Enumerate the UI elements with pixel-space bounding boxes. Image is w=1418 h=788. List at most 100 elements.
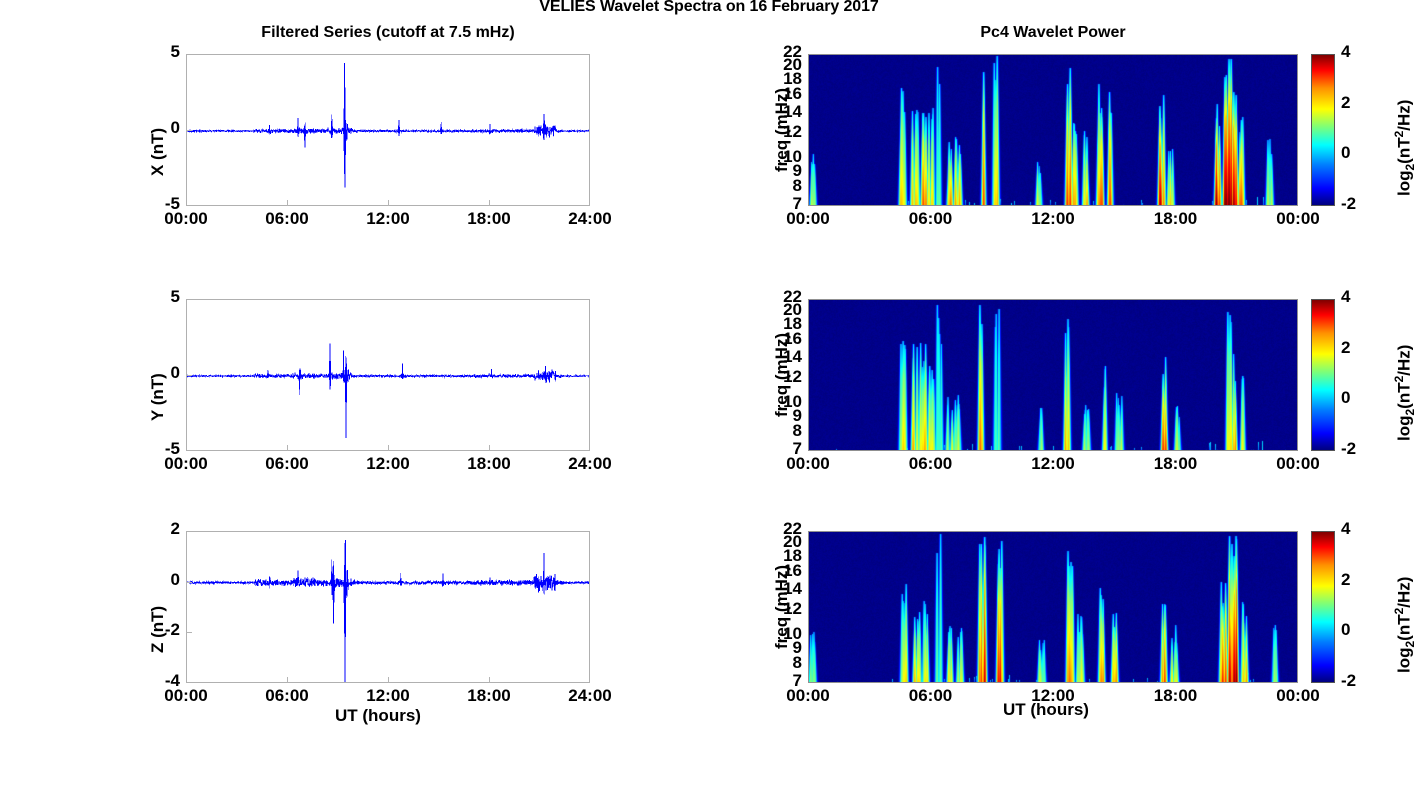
x-ticklabel: 18:00 [467, 454, 511, 473]
x-ticklabel: 12:00 [1031, 209, 1075, 228]
x-ticklabel: 00:00 [164, 209, 208, 228]
x-ticklabel: 00:00 [786, 454, 830, 473]
freq-ticklabel: 10 [783, 391, 802, 411]
x-ticklabel: 00:00 [1276, 209, 1320, 228]
freq-ticklabel: 18 [783, 545, 802, 565]
x-ticklabel: 06:00 [908, 209, 953, 228]
colorbar-z[interactable] [1311, 531, 1335, 683]
x-ticklabel: 00:00 [164, 686, 208, 705]
spectrogram-image-z [809, 532, 1297, 682]
x-ticklabel: 18:00 [1153, 209, 1198, 228]
x-ticklabel: 06:00 [908, 686, 953, 705]
timeseries-line-y [187, 343, 589, 438]
x-ticklabel: 24:00 [568, 686, 612, 705]
colorbar-ticklabel: -2 [1341, 439, 1357, 458]
y-ticklabel: -5 [164, 194, 180, 213]
figure-title: VELIES Wavelet Spectra on 16 February 20… [539, 0, 879, 15]
x-tickmark [287, 445, 288, 451]
colorbar-ticklabel: 2 [1341, 569, 1351, 589]
colorbar-ticklabel: 4 [1341, 519, 1351, 538]
spectrogram-image-x [809, 55, 1297, 205]
y-ticklabel: 5 [170, 42, 180, 61]
colorbar-y[interactable] [1311, 299, 1335, 451]
y-tickmark [186, 375, 192, 376]
y-ticklabel: 5 [170, 287, 180, 306]
colorbar-ticklabel: 0 [1341, 388, 1351, 408]
left-column-title: Filtered Series (cutoff at 7.5 mHz) [261, 24, 515, 41]
colorbar-x[interactable] [1311, 54, 1335, 206]
right-column-title: Pc4 Wavelet Power [980, 24, 1126, 41]
spectrogram-axes-x[interactable] [808, 54, 1298, 206]
y-ticklabel: -5 [164, 439, 180, 458]
freq-ticklabel: 22 [783, 519, 802, 538]
freq-ticklabel: 9 [792, 405, 802, 425]
y-ticklabel: 0 [170, 363, 180, 382]
x-tickmark [388, 677, 389, 683]
timeseries-line-z [187, 540, 589, 682]
freq-ticklabel: 14 [783, 346, 802, 366]
x-ticklabel: 12:00 [366, 454, 410, 473]
freq-ticklabel: 16 [783, 329, 802, 349]
freq-ticklabel: 22 [783, 287, 802, 306]
y-tickmark [186, 582, 192, 583]
spectrogram-axes-z[interactable] [808, 531, 1298, 683]
y-ticklabel: 2 [170, 519, 180, 538]
y-ticklabel: -2 [164, 620, 180, 640]
colorbar-ticklabel: 4 [1341, 42, 1351, 61]
x-tickmark [489, 200, 490, 206]
freq-ticklabel: 8 [792, 421, 802, 441]
colorbar-ticklabel: -2 [1341, 194, 1357, 213]
axis-label-x-left: UT (hours) [335, 706, 421, 725]
colorbar-ticklabel: -2 [1341, 671, 1357, 690]
freq-ticklabel: 18 [783, 68, 802, 88]
x-ticklabel: 18:00 [1153, 454, 1198, 473]
x-ticklabel: 18:00 [467, 209, 511, 228]
spectrogram-image-y [809, 300, 1297, 450]
freq-ticklabel: 12 [783, 599, 802, 619]
x-tickmark [489, 677, 490, 683]
colorbar-ticklabel: 2 [1341, 92, 1351, 112]
x-tickmark [287, 200, 288, 206]
freq-ticklabel: 20 [783, 299, 802, 319]
freq-ticklabel: 9 [792, 637, 802, 657]
colorbar-ticklabel: 0 [1341, 143, 1351, 163]
freq-ticklabel: 8 [792, 653, 802, 673]
x-ticklabel: 06:00 [265, 454, 309, 473]
x-ticklabel: 00:00 [1276, 454, 1320, 473]
freq-ticklabel: 9 [792, 160, 802, 180]
timeseries-line-x [187, 62, 589, 188]
freq-ticklabel: 14 [783, 578, 802, 598]
y-ticklabel: 0 [170, 118, 180, 137]
x-ticklabel: 12:00 [1031, 686, 1075, 705]
x-ticklabel: 00:00 [786, 209, 830, 228]
x-ticklabel: 06:00 [265, 686, 309, 705]
x-ticklabel: 12:00 [366, 209, 410, 228]
timeseries-axes-x[interactable] [186, 54, 590, 206]
freq-ticklabel: 18 [783, 313, 802, 333]
y-ticklabel: 0 [170, 569, 180, 589]
x-tickmark [388, 200, 389, 206]
x-ticklabel: 06:00 [908, 454, 953, 473]
freq-ticklabel: 16 [783, 84, 802, 104]
colorbar-ticklabel: 0 [1341, 620, 1351, 640]
freq-ticklabel: 20 [783, 531, 802, 551]
x-ticklabel: 12:00 [366, 686, 410, 705]
x-tickmark [489, 445, 490, 451]
x-ticklabel: 12:00 [1031, 454, 1075, 473]
x-ticklabel: 00:00 [1276, 686, 1320, 705]
x-ticklabel: 00:00 [164, 454, 208, 473]
timeseries-axes-y[interactable] [186, 299, 590, 451]
x-ticklabel: 00:00 [786, 686, 830, 705]
x-ticklabel: 18:00 [1153, 686, 1198, 705]
axis-label-x-right: UT (hours) [1003, 700, 1089, 719]
freq-ticklabel: 12 [783, 122, 802, 142]
x-ticklabel: 24:00 [568, 209, 612, 228]
timeseries-axes-z[interactable] [186, 531, 590, 683]
freq-ticklabel: 10 [783, 146, 802, 166]
spectrogram-axes-y[interactable] [808, 299, 1298, 451]
x-ticklabel: 24:00 [568, 454, 612, 473]
x-ticklabel: 18:00 [467, 686, 511, 705]
x-tickmark [287, 677, 288, 683]
y-tickmark [186, 130, 192, 131]
